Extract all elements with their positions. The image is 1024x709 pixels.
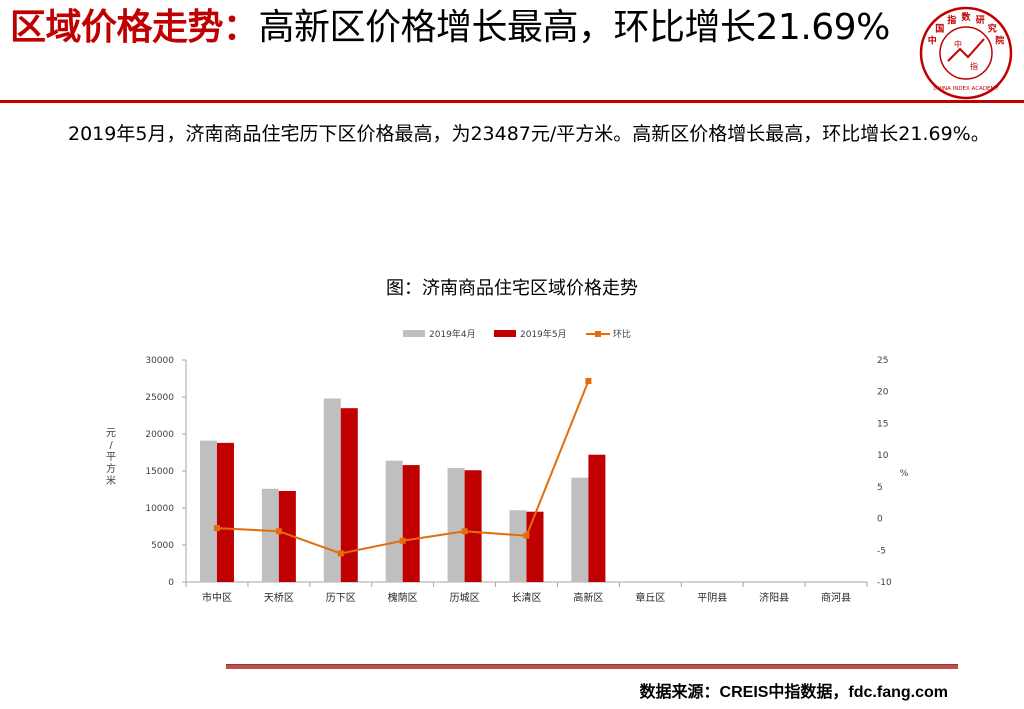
svg-text:中: 中 (954, 39, 962, 49)
logo-char: 数 (961, 11, 971, 23)
bar-april (199, 440, 217, 582)
x-tick-label: 槐荫区 (388, 591, 418, 604)
summary-text: 2019年5月，济南商品住宅历下区价格最高，为23487元/平方米。高新区价格增… (36, 116, 1006, 152)
left-tick-label: 25000 (145, 393, 174, 403)
legend-label-mom: 环比 (613, 328, 631, 340)
legend-swatch-may (494, 330, 516, 337)
legend-label-may: 2019年5月 (520, 328, 567, 340)
right-axis-label: % (900, 469, 909, 479)
header-divider (0, 100, 1024, 103)
bar-may (526, 511, 544, 582)
left-tick-label: 15000 (145, 467, 174, 477)
page-title: 区域价格走势：高新区价格增长最高，环比增长21.69% (10, 6, 910, 50)
x-tick-label: 历城区 (450, 592, 480, 604)
x-tick-label: 长清区 (512, 591, 542, 604)
svg-text:指: 指 (970, 61, 978, 71)
svg-text:CHINA INDEX ACADEMY: CHINA INDEX ACADEMY (933, 86, 999, 92)
bar-may (402, 465, 420, 582)
mom-change-point (585, 377, 592, 384)
left-tick-label: 0 (168, 578, 174, 588)
x-tick-label: 平阴县 (697, 592, 727, 604)
logo-char: 国 (935, 23, 944, 34)
bar-may (464, 470, 482, 582)
x-tick-label: 天桥区 (264, 592, 294, 604)
left-tick-label: 5000 (151, 541, 174, 551)
logo-char: 中 (928, 35, 937, 47)
right-tick-label: 10 (877, 451, 889, 461)
bar-april (323, 398, 341, 582)
right-tick-label: 5 (877, 483, 883, 493)
mom-change-point (275, 528, 282, 535)
logo-char: 指 (947, 14, 956, 26)
left-tick-label: 20000 (145, 430, 174, 440)
chart-title: 图：济南商品住宅区域价格走势 (386, 278, 638, 299)
x-tick-label: 济阳县 (759, 591, 789, 604)
bar-may (216, 442, 234, 582)
title-highlight: 区域价格走势： (10, 7, 259, 48)
mom-change-point (213, 525, 220, 532)
data-source: 数据来源：CREIS中指数据，fdc.fang.com (639, 684, 948, 701)
bar-may (588, 454, 606, 582)
title-rest: 高新区价格增长最高，环比增长21.69% (258, 7, 891, 48)
legend-swatch-april (403, 330, 425, 337)
right-tick-label: -5 (877, 546, 886, 556)
mom-change-point (399, 537, 406, 544)
right-tick-label: 0 (877, 515, 883, 525)
bar-may (340, 408, 358, 582)
mom-change-point (461, 528, 468, 535)
x-tick-label: 历下区 (326, 592, 356, 604)
china-index-academy-logo: 中国指数研究院 中 指 CHINA INDEX ACADEMY (919, 6, 1013, 100)
price-trend-chart: 0 5000 10000 15000 20000 25000 30000 -10 -5 0 5 10 1… (106, 328, 909, 604)
legend-label-april: 2019年4月 (429, 328, 476, 340)
x-tick-label: 商河县 (821, 591, 851, 604)
header: 区域价格走势：高新区价格增长最高，环比增长21.69% (10, 6, 910, 50)
right-tick-label: 20 (877, 388, 889, 398)
x-tick-label: 市中区 (202, 591, 232, 604)
bar-april (385, 460, 403, 582)
bar-april (261, 488, 279, 582)
mom-change-point (523, 532, 530, 539)
bar-may (278, 490, 296, 582)
footer-divider (226, 664, 958, 669)
left-tick-label: 10000 (145, 504, 174, 514)
logo-char: 究 (988, 22, 997, 34)
right-tick-label: 25 (877, 356, 888, 366)
left-axis-label: 元/平方米 (106, 428, 116, 487)
summary-paragraph: 2019年5月，济南商品住宅历下区价格最高，为23487元/平方米。高新区价格增… (68, 123, 990, 145)
right-tick-label: 15 (877, 419, 888, 429)
logo-char: 研 (976, 15, 985, 26)
x-tick-label: 高新区 (573, 591, 603, 604)
bar-april (571, 477, 589, 582)
bar-april (447, 468, 465, 582)
left-tick-label: 30000 (145, 356, 174, 366)
mom-change-point (337, 550, 344, 557)
x-tick-label: 章丘区 (635, 591, 665, 604)
legend-marker-mom (595, 331, 601, 337)
bar-april (509, 510, 527, 582)
logo-char: 院 (995, 35, 1004, 47)
right-tick-label: -10 (877, 578, 892, 588)
